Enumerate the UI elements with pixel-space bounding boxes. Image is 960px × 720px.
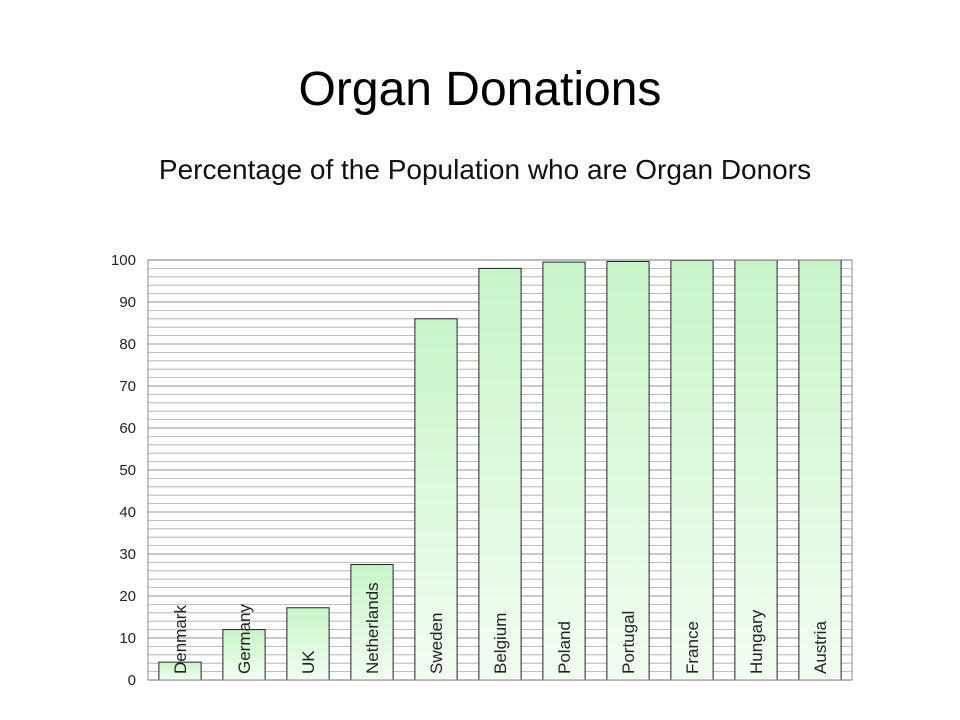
y-tick-label: 10 (119, 630, 136, 647)
bar-belgium (478, 267, 522, 681)
chart-subtitle: Percentage of the Population who are Org… (158, 154, 812, 185)
category-label-denmark: Denmark (171, 605, 190, 674)
category-label-portugal: Portugal (619, 611, 638, 674)
slide-title: Organ Donations (298, 63, 662, 116)
category-label-netherlands: Netherlands (363, 582, 382, 674)
category-label-germany: Germany (235, 604, 254, 674)
bar-poland (542, 261, 586, 681)
y-tick-label: 20 (119, 588, 136, 605)
y-tick-label: 60 (119, 420, 136, 437)
y-tick-label: 0 (128, 672, 136, 689)
category-label-france: France (683, 621, 702, 674)
y-axis-ticks: 0 10 20 30 40 50 60 70 80 90 100 (111, 252, 136, 689)
bar-uk (286, 607, 330, 681)
bars (158, 259, 842, 681)
category-labels: Denmark Germany UK Netherlands Sweden Belgium… (171, 582, 830, 674)
y-tick-label: 70 (119, 378, 136, 395)
bar-portugal (606, 261, 650, 681)
y-tick-label: 80 (119, 336, 136, 353)
category-label-belgium: Belgium (491, 613, 510, 674)
bar-hungary (734, 259, 778, 681)
category-label-uk: UK (299, 650, 318, 674)
category-label-hungary: Hungary (747, 609, 766, 674)
y-tick-label: 90 (119, 294, 136, 311)
bar-netherlands (350, 564, 394, 681)
category-label-poland: Poland (555, 621, 574, 674)
y-tick-label: 50 (119, 462, 136, 479)
category-label-austria: Austria (811, 621, 830, 674)
y-tick-label: 40 (119, 504, 136, 521)
bar-austria (798, 259, 842, 681)
category-label-sweden: Sweden (427, 613, 446, 674)
bar-france (670, 259, 714, 681)
plot-frame (147, 259, 853, 681)
y-tick-label: 30 (119, 546, 136, 563)
y-tick-label: 100 (111, 252, 136, 269)
bar-sweden (414, 318, 458, 681)
